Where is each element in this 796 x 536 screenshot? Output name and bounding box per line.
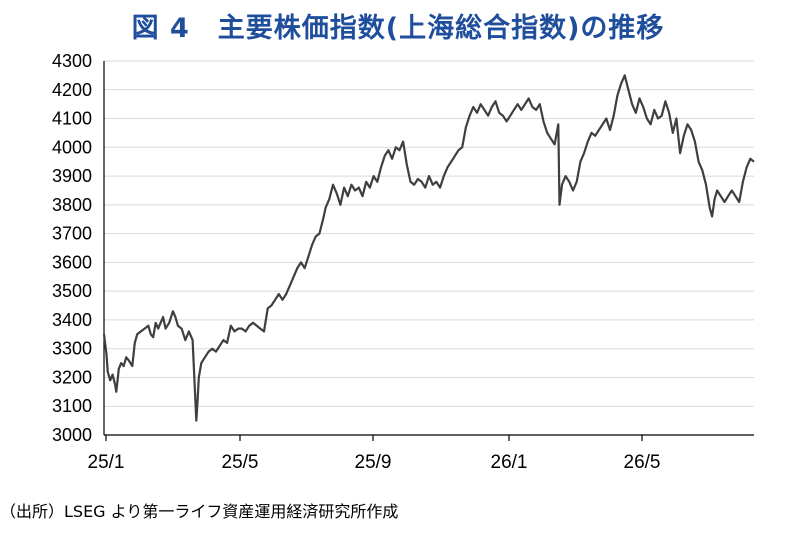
y-tick-label: 3100 bbox=[52, 396, 92, 416]
y-tick-label: 3800 bbox=[52, 195, 92, 215]
y-tick-label: 4100 bbox=[52, 109, 92, 129]
chart-title: 図 4 主要株価指数(上海総合指数)の推移 bbox=[131, 13, 665, 44]
x-axis-ticks: 25/1 25/5 25/9 26/1 26/5 bbox=[88, 435, 661, 473]
y-tick-label: 3700 bbox=[52, 224, 92, 244]
x-tick-label: 26/1 bbox=[491, 452, 528, 473]
y-tick-label: 3400 bbox=[52, 310, 92, 330]
axes bbox=[103, 61, 754, 436]
y-axis-ticks: 3000 3100 3200 3300 3400 3500 3600 3700 3800 3900… bbox=[52, 51, 92, 445]
x-tick-label: 26/5 bbox=[624, 452, 661, 473]
x-tick-label: 25/5 bbox=[222, 452, 259, 473]
y-tick-label: 3200 bbox=[52, 367, 92, 387]
x-tick-label: 25/1 bbox=[88, 452, 125, 473]
y-tick-label: 4200 bbox=[52, 80, 92, 100]
series-line bbox=[102, 74, 755, 422]
source-note: （出所）LSEG より第一ライフ資産運用経済研究所作成 bbox=[0, 502, 399, 521]
y-tick-label: 3500 bbox=[52, 281, 92, 301]
y-tick-label: 4000 bbox=[52, 137, 92, 157]
y-tick-label: 3900 bbox=[52, 166, 92, 186]
y-tick-label: 3000 bbox=[52, 425, 92, 445]
y-tick-label: 3600 bbox=[52, 252, 92, 272]
y-tick-label: 3300 bbox=[52, 339, 92, 359]
x-tick-label: 25/9 bbox=[355, 452, 392, 473]
y-tick-label: 4300 bbox=[52, 51, 92, 71]
